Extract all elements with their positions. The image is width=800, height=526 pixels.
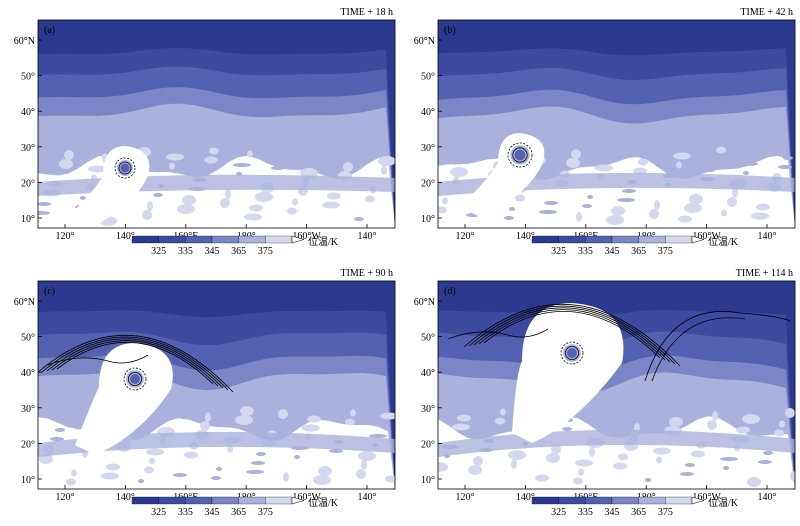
x-tick-label: 140° — [516, 231, 535, 242]
y-tick-label: 60°N — [14, 297, 35, 308]
colorbar-tick: 335 — [578, 246, 593, 257]
x-tick-label: 160°W — [692, 231, 721, 242]
y-tick-label: 30° — [21, 404, 35, 415]
colorbar-tick: 345 — [205, 507, 220, 518]
theta-field — [38, 281, 395, 489]
colorbar-tick: 365 — [231, 246, 246, 257]
panel-time: TIME + 42 h — [740, 7, 793, 18]
colorbar: 325 335 345 365 375 位温/K — [531, 235, 739, 257]
colorbar-tick: 325 — [151, 507, 166, 518]
x-tick-label: 160°W — [692, 492, 721, 503]
x-tick-label: 120° — [56, 492, 75, 503]
y-tick-label: 40° — [421, 107, 435, 118]
x-tick-label: 140° — [116, 492, 135, 503]
y-tick-label: 50° — [21, 333, 35, 344]
y-tick-label: 10° — [21, 475, 35, 486]
y-tick-label: 40° — [421, 368, 435, 379]
y-tick-label: 30° — [21, 143, 35, 154]
panel-time: TIME + 18 h — [340, 7, 393, 18]
panel-label: (a) — [44, 25, 55, 36]
x-tick-label: 160°W — [292, 231, 321, 242]
map-svg: 60°N50°40°30°20°10°120°140°160°E180°160°… — [414, 7, 796, 257]
x-tick-label: 140° — [758, 492, 777, 503]
colorbar-unit: 位温/K — [708, 235, 739, 248]
x-tick-label: 140° — [358, 492, 377, 503]
colorbar-unit: 位温/K — [308, 235, 339, 248]
colorbar-tick: 375 — [258, 507, 273, 518]
panel-label: (c) — [44, 286, 55, 297]
x-tick-label: 120° — [456, 492, 475, 503]
colorbar: 325 335 345 365 375 位温/K — [131, 496, 339, 518]
y-tick-label: 60°N — [414, 297, 435, 308]
colorbar-unit: 位温/K — [308, 496, 339, 509]
y-tick-label: 20° — [421, 439, 435, 450]
colorbar-tick: 375 — [658, 507, 673, 518]
x-tick-label: 140° — [758, 231, 777, 242]
colorbar-tick: 325 — [551, 507, 566, 518]
map-svg: 60°N50°40°30°20°10°120°140°160°E180°160°… — [414, 268, 796, 518]
theta-field — [438, 20, 795, 228]
colorbar-tick: 365 — [631, 507, 646, 518]
y-tick-label: 50° — [421, 72, 435, 83]
colorbar-tick: 375 — [658, 246, 673, 257]
panel-d: 60°N50°40°30°20°10°120°140°160°E180°160°… — [400, 261, 800, 521]
y-tick-label: 50° — [21, 72, 35, 83]
x-tick-label: 120° — [56, 231, 75, 242]
panel-time: TIME + 90 h — [340, 268, 393, 279]
y-tick-label: 20° — [21, 439, 35, 450]
pv-contours — [38, 334, 234, 393]
y-tick-label: 20° — [21, 178, 35, 189]
theta-field — [438, 281, 795, 489]
y-tick-label: 10° — [21, 214, 35, 225]
panel-label: (b) — [444, 25, 456, 36]
colorbar-tick: 325 — [551, 246, 566, 257]
colorbar-tick: 345 — [605, 246, 620, 257]
y-tick-label: 30° — [421, 143, 435, 154]
theta-field — [38, 20, 395, 228]
colorbar-tick: 375 — [258, 246, 273, 257]
pv-contours — [447, 303, 791, 382]
x-tick-label: 160°W — [292, 492, 321, 503]
x-tick-label: 140° — [516, 492, 535, 503]
map-svg: 60°N50°40°30°20°10°120°140°160°E180°160°… — [14, 7, 396, 257]
colorbar: 325 335 345 365 375 位温/K — [531, 496, 739, 518]
panel-a: 60°N50°40°30°20°10°120°140°160°E180°160°… — [0, 0, 400, 260]
x-tick-label: 140° — [358, 231, 377, 242]
pv-contours — [114, 157, 136, 179]
colorbar-tick: 345 — [605, 507, 620, 518]
panel-c: 60°N50°40°30°20°10°120°140°160°E180°160°… — [0, 261, 400, 521]
y-tick-label: 50° — [421, 333, 435, 344]
y-tick-label: 30° — [421, 404, 435, 415]
colorbar-tick: 335 — [178, 507, 193, 518]
x-tick-label: 140° — [116, 231, 135, 242]
colorbar-tick: 365 — [231, 507, 246, 518]
panel-b: 60°N50°40°30°20°10°120°140°160°E180°160°… — [400, 0, 800, 260]
colorbar-tick: 345 — [205, 246, 220, 257]
y-tick-label: 60°N — [414, 36, 435, 47]
panel-label: (d) — [444, 286, 456, 297]
colorbar: 325 335 345 365 375 位温/K — [131, 235, 339, 257]
colorbar-tick: 335 — [578, 507, 593, 518]
panel-time: TIME + 114 h — [736, 268, 793, 279]
y-tick-label: 40° — [21, 107, 35, 118]
y-tick-label: 20° — [421, 178, 435, 189]
colorbar-tick: 365 — [631, 246, 646, 257]
x-tick-label: 120° — [456, 231, 475, 242]
colorbar-tick: 325 — [151, 246, 166, 257]
y-tick-label: 60°N — [14, 36, 35, 47]
y-tick-label: 40° — [21, 368, 35, 379]
colorbar-tick: 335 — [178, 246, 193, 257]
pv-contours — [507, 142, 533, 168]
y-tick-label: 10° — [421, 214, 435, 225]
colorbar-unit: 位温/K — [708, 496, 739, 509]
map-svg: 60°N50°40°30°20°10°120°140°160°E180°160°… — [14, 268, 396, 518]
y-tick-label: 10° — [421, 475, 435, 486]
